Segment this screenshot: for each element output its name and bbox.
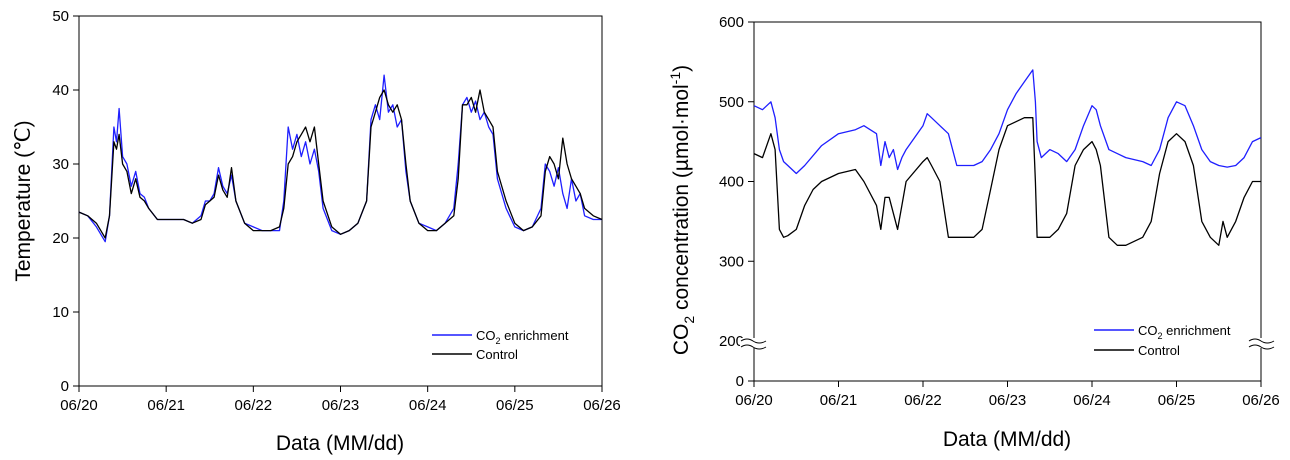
- y-tick-label: 20: [52, 230, 69, 247]
- co2-series: [753, 69, 1262, 246]
- y-tick-label: 10: [52, 304, 69, 321]
- temperature-series: [78, 74, 603, 243]
- x-tick-label: 06/25: [1158, 392, 1196, 409]
- legend-label-co2-enrichment: CO2 enrichment: [1138, 323, 1231, 341]
- temperature-legend: CO2 enrichment Control: [432, 328, 569, 362]
- y-tick-label: 400: [719, 174, 744, 191]
- x-tick-label: 06/22: [904, 392, 942, 409]
- temperature-y-axis-label: Temperature (℃): [12, 120, 35, 281]
- legend-label-co2-enrichment: CO2 enrichment: [476, 328, 569, 346]
- co2-axis-break-right: [1248, 338, 1276, 350]
- x-tick-label: 06/20: [735, 392, 773, 409]
- x-tick-label: 06/22: [235, 397, 273, 414]
- co2-y-axis-label: CO2 concentration (µmol·mol-1): [667, 65, 697, 355]
- y-tick-label: 0: [61, 378, 69, 395]
- x-tick-label: 06/21: [820, 392, 858, 409]
- temperature-chart: 06/20 06/21 06/22 06/23 06/24 06/25 06/26 0 10 20…: [12, 8, 621, 455]
- x-tick-label: 06/23: [322, 397, 360, 414]
- series-line-control: [78, 89, 603, 239]
- x-tick-label: 06/21: [147, 397, 185, 414]
- x-tick-label: 06/23: [989, 392, 1027, 409]
- x-tick-label: 06/26: [583, 397, 621, 414]
- series-line-co2-enrichment: [78, 74, 602, 243]
- co2-legend: CO2 enrichment Control: [1094, 323, 1231, 358]
- x-tick-label: 06/25: [496, 397, 534, 414]
- series-line-control: [753, 117, 1261, 246]
- series-line-co2-enrichment: [753, 69, 1262, 175]
- x-tick-label: 06/24: [1073, 392, 1111, 409]
- legend-label-control: Control: [1138, 343, 1180, 358]
- co2-axis-ticks: 06/20 06/21 06/22 06/23 06/24 06/25 06/26 0 200 3…: [719, 14, 1280, 409]
- co2-axis-break-left: [740, 338, 768, 350]
- y-tick-label: 600: [719, 14, 744, 31]
- temperature-x-axis-label: Data (MM/dd): [276, 432, 404, 455]
- x-tick-label: 06/26: [1242, 392, 1280, 409]
- y-tick-label: 200: [719, 333, 744, 350]
- y-tick-label: 0: [736, 373, 744, 390]
- y-tick-label: 30: [52, 156, 69, 173]
- co2-x-axis-label: Data (MM/dd): [943, 428, 1071, 451]
- legend-label-control: Control: [476, 347, 518, 362]
- co2-chart: 06/20 06/21 06/22 06/23 06/24 06/25 06/26 0 200 3…: [667, 14, 1280, 451]
- temperature-axis-ticks: 06/20 06/21 06/22 06/23 06/24 06/25 06/26 0 10 20…: [52, 8, 620, 414]
- y-tick-label: 300: [719, 253, 744, 270]
- x-tick-label: 06/20: [60, 397, 98, 414]
- y-tick-label: 500: [719, 94, 744, 111]
- y-tick-label: 40: [52, 82, 69, 99]
- y-tick-label: 50: [52, 8, 69, 25]
- x-tick-label: 06/24: [409, 397, 447, 414]
